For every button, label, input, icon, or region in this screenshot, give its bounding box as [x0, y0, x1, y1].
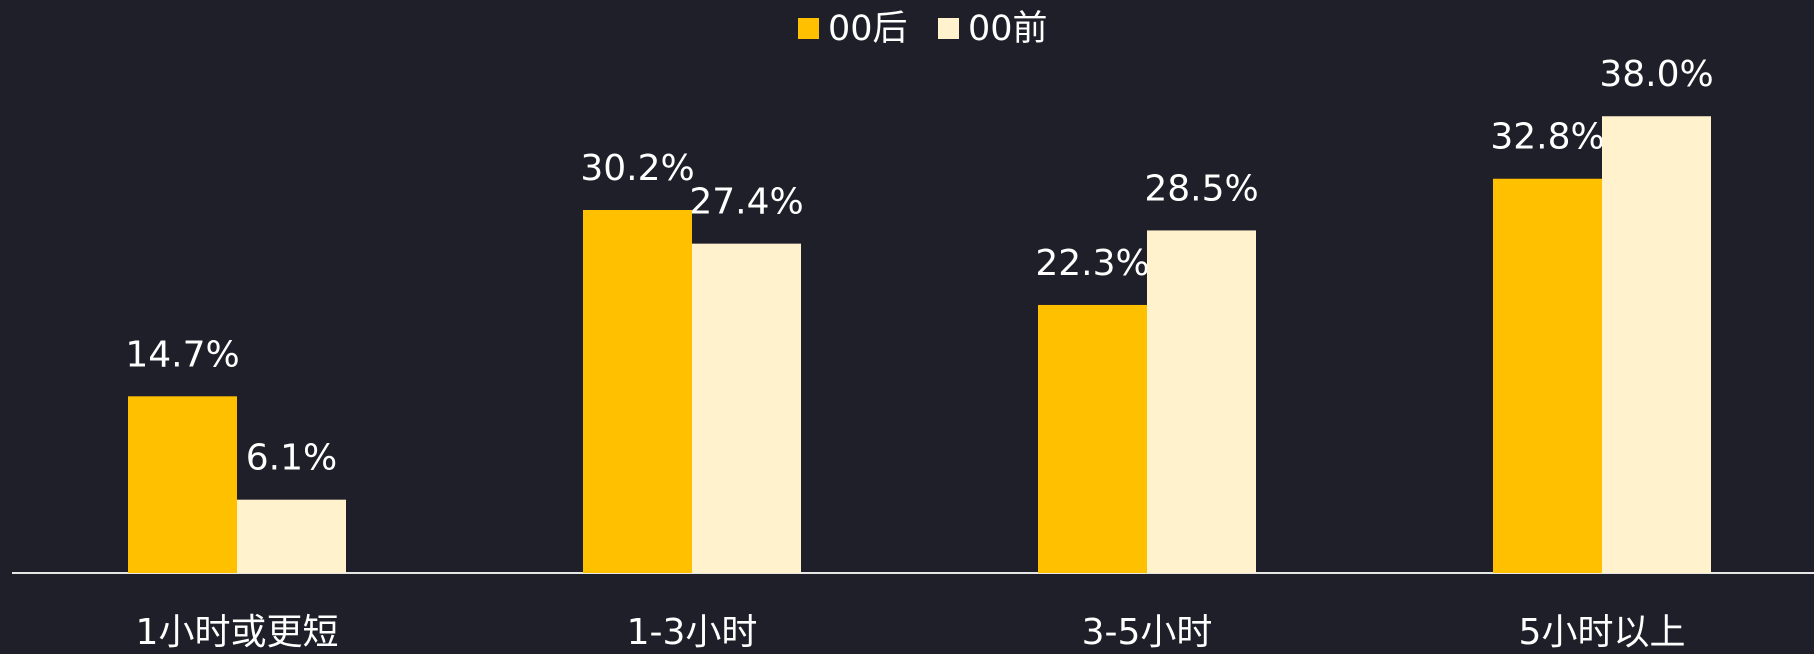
bar: [237, 499, 346, 573]
value-label: 38.0%: [1599, 54, 1713, 95]
x-tick-label: 1-3小时: [627, 612, 758, 653]
bar: [128, 396, 237, 573]
bar: [583, 209, 692, 573]
bar: [692, 243, 801, 574]
x-tick-label: 5小时以上: [1519, 612, 1686, 653]
bar: [1147, 230, 1256, 573]
bar: [1493, 178, 1602, 573]
value-label: 22.3%: [1035, 243, 1149, 284]
value-label: 6.1%: [246, 438, 337, 479]
value-label: 27.4%: [689, 182, 803, 223]
bar: [1602, 116, 1711, 574]
value-label: 14.7%: [125, 334, 239, 375]
legend-swatch: [798, 18, 819, 39]
bar: [1038, 304, 1147, 573]
legend-label: 00后: [828, 9, 908, 49]
x-tick-label: 3-5小时: [1082, 612, 1213, 653]
value-label: 28.5%: [1144, 168, 1258, 209]
value-label: 32.8%: [1490, 117, 1604, 158]
legend-swatch: [938, 18, 959, 39]
legend-label: 00前: [968, 9, 1048, 49]
value-label: 30.2%: [580, 148, 694, 189]
x-tick-label: 1小时或更短: [136, 612, 339, 653]
